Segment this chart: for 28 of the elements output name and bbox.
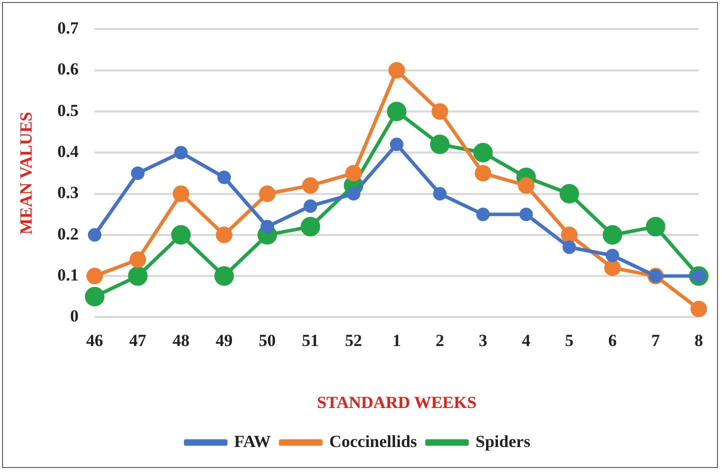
legend-label: FAW (234, 432, 271, 451)
y-tick-label: 0.7 (57, 18, 80, 38)
x-tick-label: 48 (172, 330, 190, 350)
y-tick-label: 0.6 (57, 60, 79, 79)
legend-label: Spiders (476, 432, 531, 451)
x-tick-label: 6 (608, 330, 617, 350)
x-axis-title: STANDARD WEEKS (316, 393, 476, 412)
y-tick-label: 0.4 (57, 142, 80, 162)
y-tick-label: 0.5 (57, 100, 79, 120)
x-tick-label: 7 (651, 330, 660, 350)
y-tick-label: 0.1 (57, 265, 79, 284)
y-tick-label: 0.3 (57, 183, 79, 202)
x-tick-label: 4 (522, 330, 531, 350)
x-tick-label: 3 (478, 330, 488, 350)
x-tick-label: 46 (86, 330, 104, 350)
x-tick-label: 49 (216, 330, 233, 350)
legend-label: Coccinellids (329, 432, 418, 451)
x-tick-label: 2 (436, 330, 444, 350)
x-tick-label: 8 (694, 330, 703, 350)
x-tick-label: 47 (129, 330, 147, 350)
x-tick-label: 52 (345, 330, 362, 350)
x-tick-label: 51 (302, 330, 319, 350)
x-tick-label: 50 (258, 330, 276, 350)
y-axis-title: MEAN VALUES (16, 112, 36, 235)
x-tick-label: 5 (565, 330, 574, 350)
y-tick-label: 0.2 (57, 224, 79, 244)
x-tick-label: 1 (392, 330, 401, 350)
y-tick-label: 0 (70, 306, 79, 326)
